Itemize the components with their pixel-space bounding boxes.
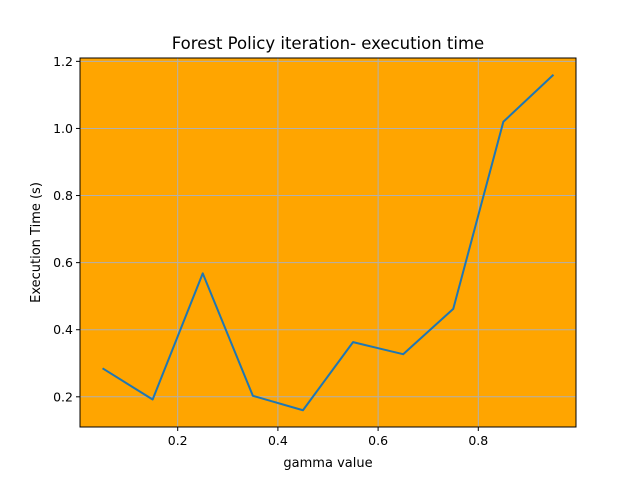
chart-title: Forest Policy iteration- execution time [172, 34, 484, 53]
series-line [102, 74, 555, 412]
x-tick-label: 0.8 [468, 433, 488, 448]
x-tick-label: 0.2 [168, 433, 188, 448]
y-tick-label: 0.6 [53, 255, 73, 270]
x-tick-label: 0.4 [268, 433, 288, 448]
series-layer [102, 74, 555, 412]
x-tick-label: 0.6 [368, 433, 388, 448]
y-tick-label: 0.2 [53, 389, 73, 404]
y-axis-label: Execution Time (s) [29, 182, 44, 303]
y-tick-label: 1.0 [53, 121, 73, 136]
y-tick-label: 0.8 [53, 188, 73, 203]
plot-area [80, 58, 576, 427]
y-tick-label: 1.2 [53, 54, 73, 69]
x-axis-label: gamma value [283, 456, 372, 471]
plot-frame [79, 57, 577, 428]
ticks: 0.2 0.4 0.6 0.8 0.2 0.4 0.6 0.8 1.0 1.2 [53, 54, 488, 448]
y-tick-label: 0.4 [53, 322, 73, 337]
grid [80, 58, 576, 427]
